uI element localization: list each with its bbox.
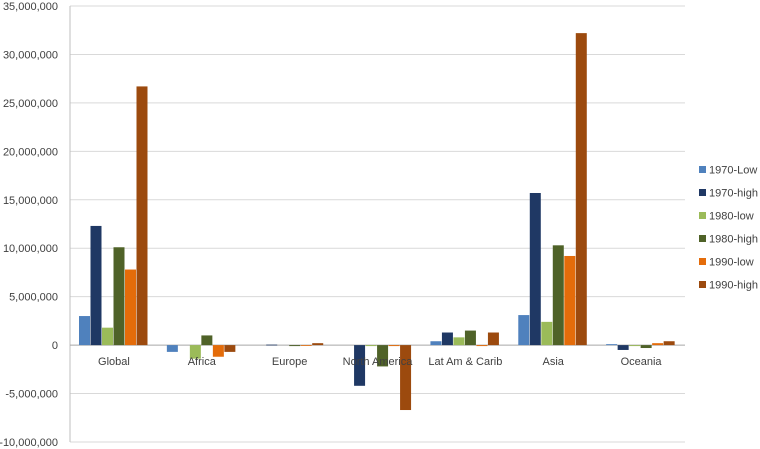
- legend-swatch: [699, 166, 706, 173]
- legend-swatch: [699, 189, 706, 196]
- bar-1980-high-global: [113, 247, 125, 346]
- category-label: Lat Am & Carib: [428, 356, 502, 368]
- bar-1980-low-lat-am-carib: [453, 337, 465, 346]
- legend-swatch: [699, 235, 706, 242]
- legend-swatch: [699, 258, 706, 265]
- bar-1990-high-oceania: [663, 341, 675, 346]
- category-label: Asia: [543, 356, 565, 368]
- legend: 1970-Low 1970-high 1980-low 1980-high 1990-l…: [699, 165, 758, 292]
- y-tick-label: 0: [52, 340, 58, 352]
- bar-1980-high-oceania: [640, 345, 652, 349]
- legend-label: 1970-high: [709, 188, 758, 200]
- legend-item: 1990-high: [699, 280, 758, 292]
- bar-1990-low-europe: [300, 345, 312, 346]
- y-tick-label: -5,000,000: [5, 389, 58, 401]
- y-tick-label: 35,000,000: [3, 1, 58, 13]
- bar-1970-low-asia: [518, 315, 530, 346]
- bar-1980-low-africa: [189, 345, 201, 359]
- category-labels: Global Africa Europe North America Lat Am & …: [98, 356, 662, 368]
- category-label: Europe: [272, 356, 307, 368]
- bar-1990-high-europe: [312, 343, 324, 346]
- bar-1970-high-global: [90, 225, 102, 346]
- bar-1990-low-africa: [212, 345, 224, 357]
- legend-item: 1980-low: [699, 211, 754, 223]
- category-label: Global: [98, 356, 130, 368]
- y-tick-label: 25,000,000: [3, 98, 58, 110]
- legend-item: 1970-Low: [699, 165, 757, 177]
- bar-1980-high-europe: [289, 345, 301, 347]
- bar-1990-low-oceania: [652, 343, 664, 346]
- bar-1970-low-lat-am-carib: [430, 341, 442, 346]
- legend-item: 1980-high: [699, 234, 758, 246]
- bar-1970-high-europe: [266, 344, 278, 346]
- y-tick-label: 30,000,000: [3, 49, 58, 61]
- bar-1980-high-lat-am-carib: [464, 330, 476, 346]
- bar-1970-high-lat-am-carib: [441, 332, 453, 346]
- bar-1970-low-africa: [166, 345, 178, 352]
- y-tick-label: 15,000,000: [3, 195, 58, 207]
- y-tick-label: 5,000,000: [9, 292, 58, 304]
- bar-1980-low-global: [102, 327, 113, 346]
- bar-1970-low-global: [79, 316, 90, 346]
- bar-1970-high-north-america: [354, 345, 366, 386]
- legend-item: 1970-high: [699, 188, 758, 200]
- bar-1990-high-north-america: [400, 345, 412, 411]
- legend-label: 1990-low: [709, 257, 754, 269]
- y-tick-label: 20,000,000: [3, 146, 58, 158]
- bar-1990-high-global: [136, 86, 148, 346]
- bar-1990-low-lat-am-carib: [476, 345, 488, 347]
- bar-1980-high-north-america: [377, 345, 389, 367]
- bar-1990-high-lat-am-carib: [487, 332, 499, 346]
- y-tick-label: -10,000,000: [0, 437, 58, 449]
- bar-1980-low-oceania: [629, 345, 641, 347]
- axes: [69, 6, 685, 442]
- category-label: Oceania: [621, 356, 663, 368]
- bar-1970-high-asia: [529, 192, 541, 346]
- bar-1980-low-asia: [541, 321, 553, 346]
- legend-label: 1980-low: [709, 211, 754, 223]
- bar-1970-high-oceania: [617, 345, 629, 350]
- bar-1970-low-oceania: [606, 344, 618, 346]
- bars: [79, 33, 675, 411]
- legend-label: 1990-high: [709, 280, 758, 292]
- y-tick-labels: -10,000,000 -5,000,000 0 5,000,000 10,000,00…: [0, 1, 58, 449]
- legend-label: 1980-high: [709, 234, 758, 246]
- legend-swatch: [699, 212, 706, 219]
- y-tick-label: 10,000,000: [3, 243, 58, 255]
- legend-item: 1990-low: [699, 257, 754, 269]
- category-label: Africa: [188, 356, 217, 368]
- bar-1980-high-africa: [201, 335, 213, 346]
- bar-1990-low-global: [125, 269, 136, 346]
- bar-1990-low-north-america: [388, 345, 400, 347]
- bar-1980-high-asia: [552, 245, 564, 346]
- gridlines: [70, 5, 685, 443]
- bar-1990-low-asia: [564, 255, 576, 346]
- bar-1980-low-north-america: [365, 345, 377, 347]
- category-label: North America: [343, 356, 414, 368]
- legend-label: 1970-Low: [709, 165, 757, 177]
- bar-1990-high-africa: [224, 345, 236, 352]
- bar-1990-high-asia: [575, 33, 587, 346]
- legend-swatch: [699, 281, 706, 288]
